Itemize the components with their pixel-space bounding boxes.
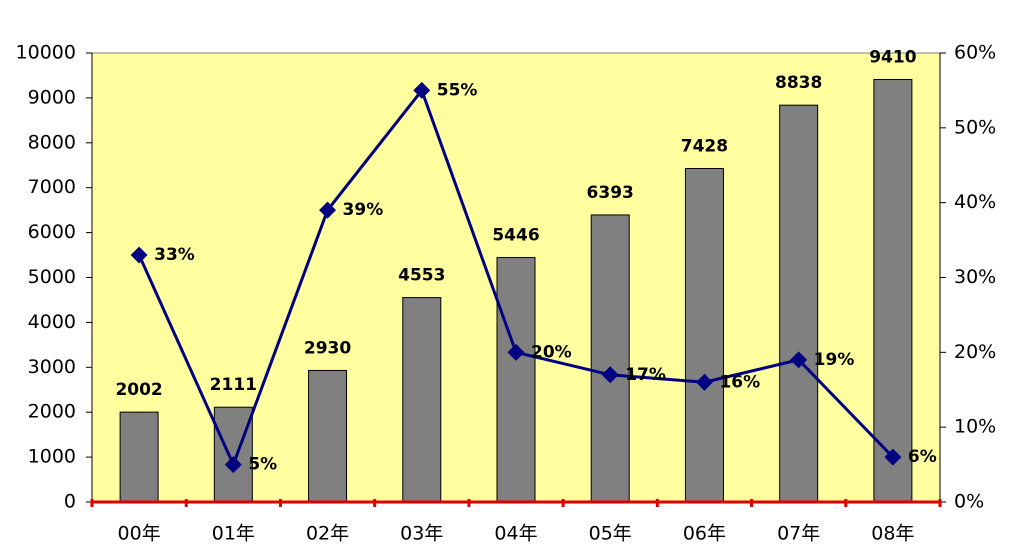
x-tick-label: 01年 [212, 523, 255, 545]
y2-tick-label: 40% [954, 191, 996, 213]
line-value-label: 17% [625, 365, 666, 385]
x-tick-label: 06年 [683, 523, 726, 545]
y-tick-label: 5000 [28, 266, 76, 288]
y2-tick-label: 60% [954, 42, 996, 64]
line-marker [695, 373, 713, 391]
x-tick-label: 00年 [118, 523, 161, 545]
y2-tick-label: 50% [954, 116, 996, 138]
bar [873, 78, 913, 503]
line-marker [413, 81, 431, 99]
line-value-label: 55% [437, 80, 478, 100]
bar-value-label: 2111 [210, 375, 257, 395]
x-tick-label: 02年 [306, 523, 349, 545]
line-marker [224, 456, 242, 474]
y-tick-label: 7000 [28, 176, 76, 198]
line-marker [601, 366, 619, 384]
bar-value-label: 8838 [775, 73, 822, 93]
line-value-label: 20% [531, 342, 572, 362]
line-value-label: 19% [814, 350, 855, 370]
line-marker [130, 246, 148, 264]
y2-tick-label: 20% [954, 341, 996, 363]
y-tick-label: 0 [64, 491, 76, 513]
line-value-label: 16% [719, 372, 760, 392]
y-tick-label: 4000 [28, 311, 76, 333]
line-value-label: 33% [154, 245, 195, 265]
x-tick-label: 07年 [777, 523, 820, 545]
bar-value-label: 2930 [304, 338, 351, 358]
bar [213, 406, 253, 503]
bar-value-label: 5446 [492, 225, 539, 245]
y-tick-label: 1000 [28, 446, 76, 468]
y-tick-label: 9000 [28, 86, 76, 108]
bar [496, 256, 536, 503]
bar [402, 297, 442, 503]
line-value-label: 39% [343, 200, 384, 220]
x-tick-label: 08年 [871, 523, 914, 545]
line-marker [319, 201, 337, 219]
y-tick-label: 3000 [28, 356, 76, 378]
bar [684, 167, 724, 503]
x-tick-label: 03年 [400, 523, 443, 545]
y-tick-label: 10000 [16, 42, 76, 64]
x-tick-label: 05年 [589, 523, 632, 545]
bar-value-label: 2002 [115, 380, 162, 400]
y2-tick-label: 10% [954, 416, 996, 438]
y-tick-label: 6000 [28, 221, 76, 243]
bar-value-label: 4553 [398, 266, 445, 286]
bar-value-label: 6393 [587, 183, 634, 203]
line-marker [507, 343, 525, 361]
bar [308, 369, 348, 503]
bar [779, 104, 819, 503]
bar [590, 214, 630, 503]
y2-tick-label: 30% [954, 266, 996, 288]
line-marker [884, 448, 902, 466]
line-marker [790, 351, 808, 369]
line-value-label: 5% [248, 455, 277, 475]
bar-value-label: 9410 [869, 47, 916, 67]
line-value-label: 6% [908, 447, 937, 467]
x-tick-label: 04年 [494, 523, 537, 545]
y-tick-label: 2000 [28, 401, 76, 423]
y-tick-label: 8000 [28, 131, 76, 153]
bar-value-label: 7428 [681, 136, 728, 156]
bar [119, 411, 159, 503]
y2-tick-label: 0% [954, 491, 984, 513]
